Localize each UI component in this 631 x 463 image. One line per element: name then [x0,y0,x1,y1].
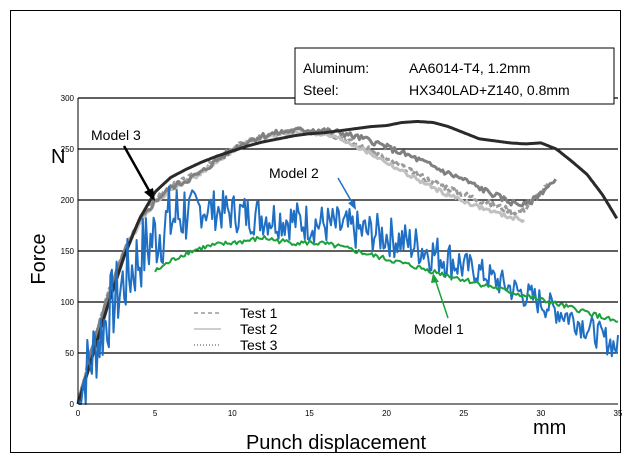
annotation-model-2: Model 2 [269,165,319,181]
series-line-model1 [154,235,619,323]
legend-label-test-2: Test 2 [240,321,278,337]
x-tick-15: 15 [305,409,314,418]
x-tick-30: 30 [536,409,545,418]
legend-label-test-1: Test 1 [240,305,278,321]
x-tick-25: 25 [459,409,468,418]
annotation-model-2-arrow [337,177,354,205]
x-tick-labels: 0 5 10 15 20 25 30 35 [76,409,622,418]
annotation-model-1-arrow [434,278,449,319]
x-tick-35: 35 [614,409,622,418]
chart-frame: 0 50 100 150 200 250 300 0 5 10 15 20 25 30 35 Alumin… [10,10,622,454]
annotation-model-1-arrowhead [431,273,439,283]
info-aluminum-value: AA6014-T4, 1.2mm [409,60,530,76]
y-tick-0: 0 [70,400,75,409]
annotation-model-1: Model 1 [414,321,464,337]
x-tick-0: 0 [76,409,81,418]
x-tick-10: 10 [228,409,237,418]
x-axis-unit: mm [533,417,566,439]
x-tick-5: 5 [153,409,158,418]
series-line-model3 [76,120,619,405]
y-axis-title: Force [28,233,50,284]
info-aluminum-label: Aluminum: [303,60,369,76]
legend-label-test-3: Test 3 [240,337,278,353]
info-steel-label: Steel: [303,82,339,98]
annotation-model-3-arrowhead [144,188,155,201]
x-tick-20: 20 [382,409,391,418]
annotation-model-3-arrow [122,145,153,195]
x-axis-title: Punch displacement [246,432,427,454]
series-lines [76,120,619,405]
y-tick-100: 100 [61,298,75,307]
force-displacement-chart: 0 50 100 150 200 250 300 0 5 10 15 20 25 30 35 Alumin… [28,47,622,454]
y-tick-50: 50 [65,349,74,358]
y-tick-200: 200 [61,196,75,205]
annotation-model-2-arrowhead [348,200,356,210]
y-tick-labels: 0 50 100 150 200 250 300 [61,94,75,409]
y-axis-unit: N [51,146,65,168]
series-line-model2 [77,185,619,405]
info-box [294,47,615,105]
y-tick-250: 250 [61,145,75,154]
annotation-model-3: Model 3 [91,127,141,143]
y-tick-300: 300 [61,94,75,103]
y-tick-150: 150 [61,247,75,256]
info-steel-value: HX340LAD+Z140, 0.8mm [409,82,570,98]
